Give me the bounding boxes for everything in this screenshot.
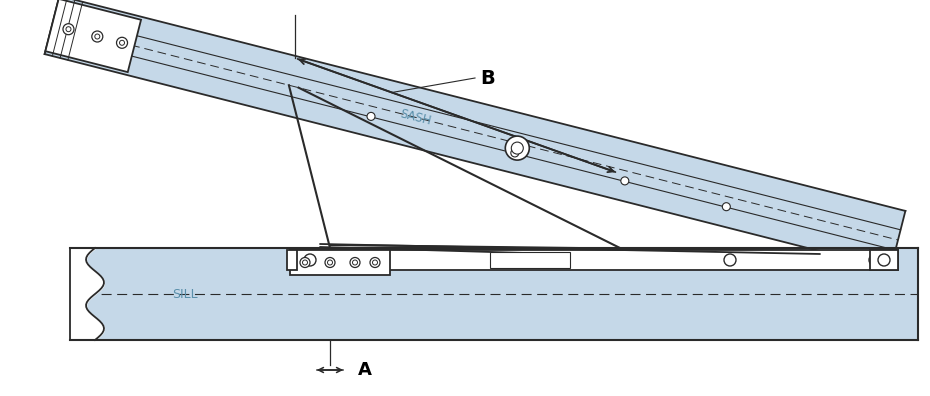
Circle shape — [370, 257, 380, 268]
Circle shape — [66, 27, 71, 32]
Bar — [287, 250, 297, 270]
Bar — [870, 250, 898, 270]
Circle shape — [869, 254, 881, 266]
Circle shape — [723, 203, 730, 211]
Circle shape — [325, 257, 335, 268]
Circle shape — [95, 34, 100, 39]
Bar — [290, 250, 898, 270]
Circle shape — [92, 31, 103, 42]
Bar — [70, 248, 918, 340]
Circle shape — [878, 254, 890, 266]
Circle shape — [724, 254, 736, 266]
Bar — [490, 252, 570, 268]
Circle shape — [63, 24, 74, 35]
Text: SASH: SASH — [399, 107, 432, 128]
Circle shape — [302, 260, 308, 265]
Circle shape — [327, 260, 333, 265]
Text: SILL: SILL — [172, 287, 198, 301]
Circle shape — [367, 112, 375, 120]
Circle shape — [373, 260, 378, 265]
Text: A: A — [358, 361, 372, 379]
Circle shape — [621, 177, 629, 185]
Circle shape — [350, 257, 360, 268]
Circle shape — [300, 257, 310, 268]
Polygon shape — [46, 0, 141, 72]
Circle shape — [120, 40, 125, 45]
Circle shape — [494, 254, 506, 266]
Circle shape — [511, 149, 519, 157]
Circle shape — [512, 142, 524, 154]
Text: B: B — [480, 69, 495, 88]
Polygon shape — [45, 0, 906, 269]
Circle shape — [505, 136, 529, 160]
Circle shape — [352, 260, 357, 265]
Circle shape — [116, 37, 127, 48]
Circle shape — [304, 254, 316, 266]
Bar — [290, 250, 390, 275]
